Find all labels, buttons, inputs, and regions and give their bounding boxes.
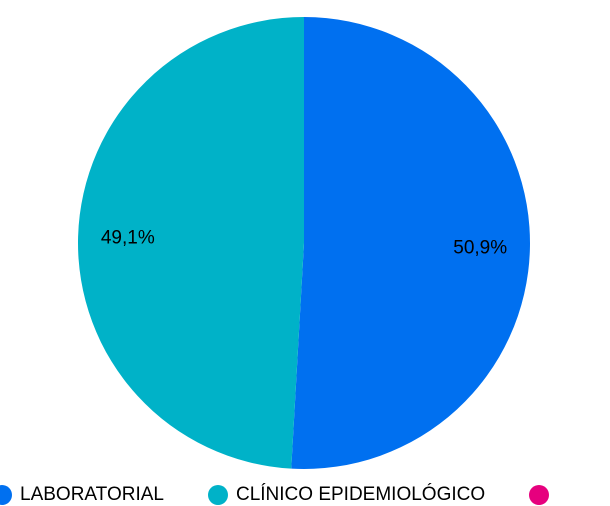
legend-item-1[interactable]: LABORATORIAL xyxy=(0,484,164,506)
legend-item-3[interactable] xyxy=(529,485,557,505)
slice-labels: 50,9% 49,1% xyxy=(101,228,507,259)
pie-slice-1[interactable] xyxy=(291,17,530,469)
legend-swatch xyxy=(0,485,12,505)
pie-slices xyxy=(77,17,530,469)
legend: LABORATORIAL CLÍNICO EPIDEMIOLÓGICO xyxy=(0,484,601,506)
slice-value-label: 49,1% xyxy=(101,228,155,249)
legend-swatch xyxy=(529,485,550,505)
legend-swatch xyxy=(207,485,228,505)
legend-label: CLÍNICO EPIDEMIOLÓGICO xyxy=(235,484,486,505)
pie-slice-2[interactable] xyxy=(77,17,304,469)
legend-item-2[interactable]: CLÍNICO EPIDEMIOLÓGICO xyxy=(207,484,486,506)
slice-value-label: 50,9% xyxy=(453,237,507,258)
legend-label: LABORATORIAL xyxy=(20,484,164,505)
